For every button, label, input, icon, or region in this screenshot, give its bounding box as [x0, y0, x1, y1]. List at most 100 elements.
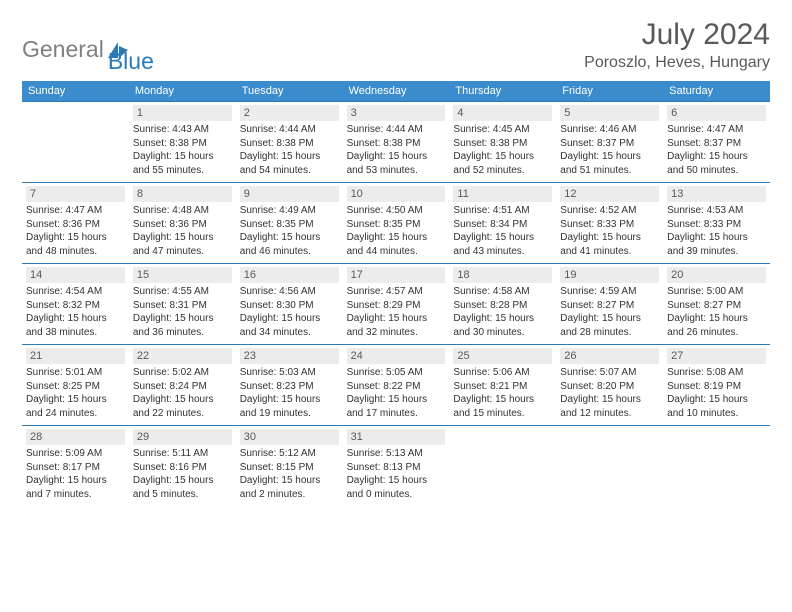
day-number: 5	[560, 105, 659, 121]
header: General Blue July 2024 Poroszlo, Heves, …	[22, 18, 770, 75]
calendar-cell: 5 Sunrise: 4:46 AMSunset: 8:37 PMDaylight…	[556, 101, 663, 182]
calendar-cell: 28Sunrise: 5:09 AMSunset: 8:17 PMDayligh…	[22, 425, 129, 506]
calendar-cell: 26 Sunrise: 5:07 AMSunset: 8:20 PMDayligh…	[556, 344, 663, 425]
calendar-cell: 23 Sunrise: 5:03 AMSunset: 8:23 PMDayligh…	[236, 344, 343, 425]
day-info: Sunrise: 4:58 AMSunset: 8:28 PMDaylight:…	[453, 285, 552, 339]
day-info: Sunrise: 5:11 AMSunset: 8:16 PMDaylight:…	[133, 447, 232, 501]
calendar-cell: 24 Sunrise: 5:05 AMSunset: 8:22 PMDayligh…	[343, 344, 450, 425]
day-number: 24	[347, 348, 446, 364]
day-info: Sunrise: 4:47 AMSunset: 8:37 PMDaylight:…	[667, 123, 766, 177]
day-info: Sunrise: 4:44 AMSunset: 8:38 PMDaylight:…	[347, 123, 446, 177]
calendar-cell: .	[663, 425, 770, 506]
calendar-cell: 9 Sunrise: 4:49 AMSunset: 8:35 PMDaylight…	[236, 182, 343, 263]
day-number: 29	[133, 429, 232, 445]
day-number: 23	[240, 348, 339, 364]
day-info: Sunrise: 5:00 AMSunset: 8:27 PMDaylight:…	[667, 285, 766, 339]
day-number: 26	[560, 348, 659, 364]
day-info: Sunrise: 4:51 AMSunset: 8:34 PMDaylight:…	[453, 204, 552, 258]
calendar-cell: 17 Sunrise: 4:57 AMSunset: 8:29 PMDayligh…	[343, 263, 450, 344]
calendar-cell: 3 Sunrise: 4:44 AMSunset: 8:38 PMDaylight…	[343, 101, 450, 182]
title-block: July 2024 Poroszlo, Heves, Hungary	[584, 18, 770, 72]
day-number: 18	[453, 267, 552, 283]
day-info: Sunrise: 4:45 AMSunset: 8:38 PMDaylight:…	[453, 123, 552, 177]
day-number: 31	[347, 429, 446, 445]
day-number: 15	[133, 267, 232, 283]
calendar-cell: 31 Sunrise: 5:13 AMSunset: 8:13 PMDayligh…	[343, 425, 450, 506]
day-info: Sunrise: 4:43 AMSunset: 8:38 PMDaylight:…	[133, 123, 232, 177]
calendar-cell: 7 Sunrise: 4:47 AMSunset: 8:36 PMDaylight…	[22, 182, 129, 263]
day-number: 22	[133, 348, 232, 364]
day-info: Sunrise: 5:03 AMSunset: 8:23 PMDaylight:…	[240, 366, 339, 420]
weekday-header: Tuesday	[236, 81, 343, 101]
day-info: Sunrise: 5:05 AMSunset: 8:22 PMDaylight:…	[347, 366, 446, 420]
calendar-cell: 19 Sunrise: 4:59 AMSunset: 8:27 PMDayligh…	[556, 263, 663, 344]
day-number: 8	[133, 186, 232, 202]
day-number: 13	[667, 186, 766, 202]
day-number: 16	[240, 267, 339, 283]
calendar-cell: .	[449, 425, 556, 506]
logo-text-blue: Blue	[108, 48, 154, 74]
day-info: Sunrise: 4:59 AMSunset: 8:27 PMDaylight:…	[560, 285, 659, 339]
calendar-cell: 18 Sunrise: 4:58 AMSunset: 8:28 PMDayligh…	[449, 263, 556, 344]
calendar-cell: 27 Sunrise: 5:08 AMSunset: 8:19 PMDayligh…	[663, 344, 770, 425]
day-number: 7	[26, 186, 125, 202]
calendar-cell: .	[556, 425, 663, 506]
calendar-cell: 13 Sunrise: 4:53 AMSunset: 8:33 PMDayligh…	[663, 182, 770, 263]
day-number: 10	[347, 186, 446, 202]
calendar-cell: 14 Sunrise: 4:54 AMSunset: 8:32 PMDayligh…	[22, 263, 129, 344]
day-number: 3	[347, 105, 446, 121]
day-info: Sunrise: 5:13 AMSunset: 8:13 PMDaylight:…	[347, 447, 446, 501]
logo-text-gray: General	[22, 36, 104, 63]
weekday-header: Wednesday	[343, 81, 450, 101]
weekday-header: Thursday	[449, 81, 556, 101]
day-info: Sunrise: 5:08 AMSunset: 8:19 PMDaylight:…	[667, 366, 766, 420]
day-number: 17	[347, 267, 446, 283]
day-number: 14	[26, 267, 125, 283]
day-number: 20	[667, 267, 766, 283]
day-number: 27	[667, 348, 766, 364]
day-info: Sunrise: 4:49 AMSunset: 8:35 PMDaylight:…	[240, 204, 339, 258]
day-number: 25	[453, 348, 552, 364]
weekday-header: Sunday	[22, 81, 129, 101]
day-info: Sunrise: 4:53 AMSunset: 8:33 PMDaylight:…	[667, 204, 766, 258]
calendar-cell: 4Sunrise: 4:45 AMSunset: 8:38 PMDaylight…	[449, 101, 556, 182]
day-info: Sunrise: 4:54 AMSunset: 8:32 PMDaylight:…	[26, 285, 125, 339]
calendar-cell: 11Sunrise: 4:51 AMSunset: 8:34 PMDayligh…	[449, 182, 556, 263]
day-info: Sunrise: 4:44 AMSunset: 8:38 PMDaylight:…	[240, 123, 339, 177]
day-info: Sunrise: 4:55 AMSunset: 8:31 PMDaylight:…	[133, 285, 232, 339]
calendar-cell: 25Sunrise: 5:06 AMSunset: 8:21 PMDayligh…	[449, 344, 556, 425]
calendar-cell: 15 Sunrise: 4:55 AMSunset: 8:31 PMDayligh…	[129, 263, 236, 344]
day-number: 9	[240, 186, 339, 202]
calendar-cell: 16 Sunrise: 4:56 AMSunset: 8:30 PMDayligh…	[236, 263, 343, 344]
calendar-cell: 12 Sunrise: 4:52 AMSunset: 8:33 PMDayligh…	[556, 182, 663, 263]
calendar-cell: 22 Sunrise: 5:02 AMSunset: 8:24 PMDayligh…	[129, 344, 236, 425]
day-number: 30	[240, 429, 339, 445]
day-number: 6	[667, 105, 766, 121]
day-number: 28	[26, 429, 125, 445]
day-info: Sunrise: 4:56 AMSunset: 8:30 PMDaylight:…	[240, 285, 339, 339]
calendar-cell: 8 Sunrise: 4:48 AMSunset: 8:36 PMDaylight…	[129, 182, 236, 263]
day-number: 1	[133, 105, 232, 121]
day-info: Sunrise: 4:57 AMSunset: 8:29 PMDaylight:…	[347, 285, 446, 339]
calendar-cell: 30Sunrise: 5:12 AMSunset: 8:15 PMDayligh…	[236, 425, 343, 506]
calendar-cell: .	[22, 101, 129, 182]
day-info: Sunrise: 5:01 AMSunset: 8:25 PMDaylight:…	[26, 366, 125, 420]
location: Poroszlo, Heves, Hungary	[584, 54, 770, 72]
calendar-cell: 20 Sunrise: 5:00 AMSunset: 8:27 PMDayligh…	[663, 263, 770, 344]
day-info: Sunrise: 4:47 AMSunset: 8:36 PMDaylight:…	[26, 204, 125, 258]
day-info: Sunrise: 4:52 AMSunset: 8:33 PMDaylight:…	[560, 204, 659, 258]
calendar-cell: 21 Sunrise: 5:01 AMSunset: 8:25 PMDayligh…	[22, 344, 129, 425]
month-title: July 2024	[584, 18, 770, 52]
day-number: 2	[240, 105, 339, 121]
logo: General Blue	[22, 18, 154, 75]
weekday-header: Monday	[129, 81, 236, 101]
day-number: 12	[560, 186, 659, 202]
day-info: Sunrise: 4:48 AMSunset: 8:36 PMDaylight:…	[133, 204, 232, 258]
day-info: Sunrise: 5:02 AMSunset: 8:24 PMDaylight:…	[133, 366, 232, 420]
calendar-cell: 10 Sunrise: 4:50 AMSunset: 8:35 PMDayligh…	[343, 182, 450, 263]
day-number: 21	[26, 348, 125, 364]
day-info: Sunrise: 5:07 AMSunset: 8:20 PMDaylight:…	[560, 366, 659, 420]
day-number: 19	[560, 267, 659, 283]
day-info: Sunrise: 4:46 AMSunset: 8:37 PMDaylight:…	[560, 123, 659, 177]
day-info: Sunrise: 4:50 AMSunset: 8:35 PMDaylight:…	[347, 204, 446, 258]
